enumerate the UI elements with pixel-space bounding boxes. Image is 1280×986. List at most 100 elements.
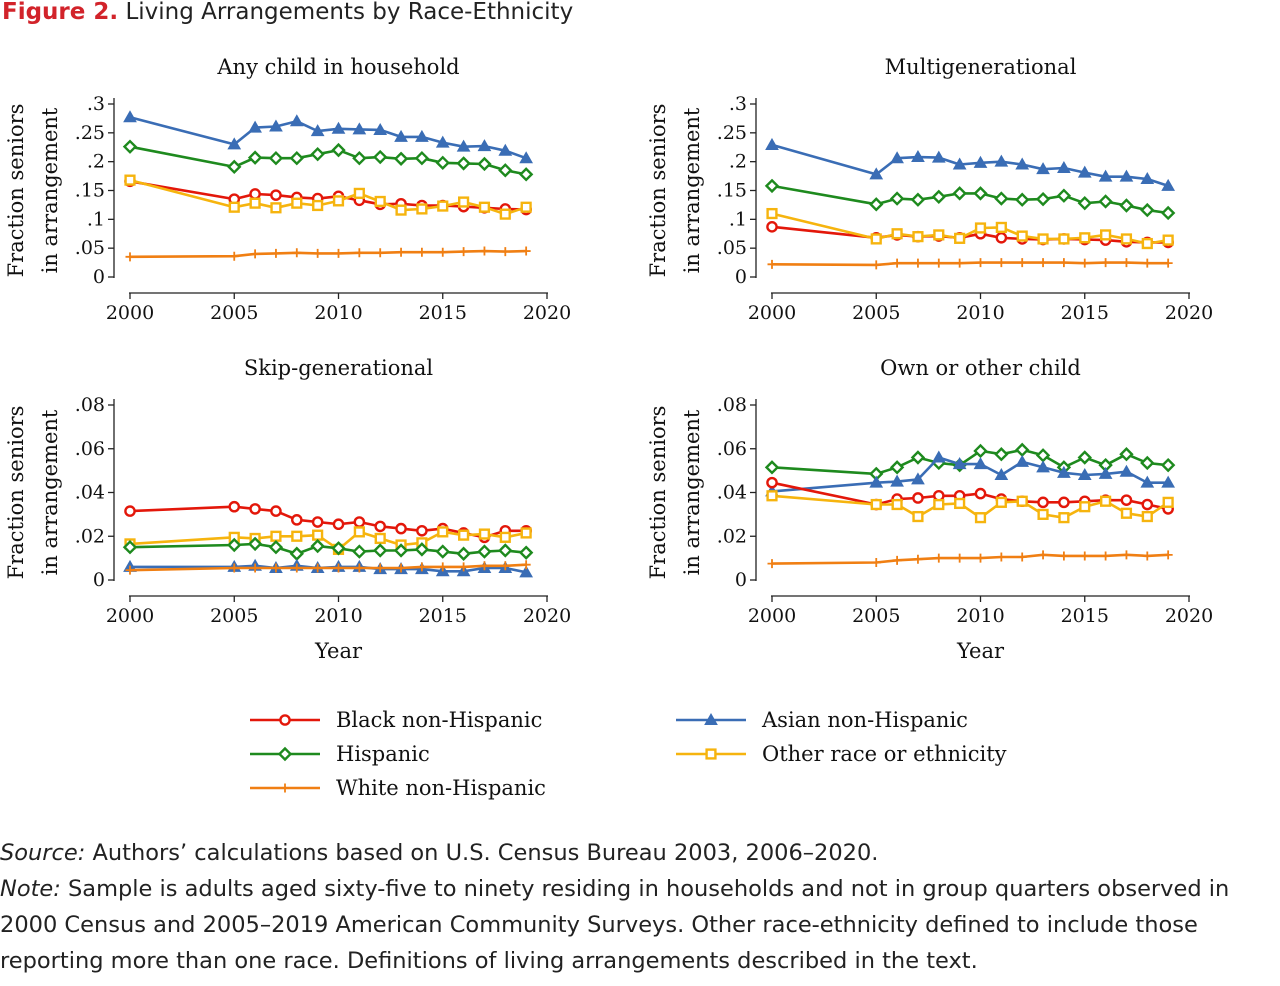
y-axis-label: Fraction seniors in arrangement [4, 104, 62, 278]
data-point-white [459, 562, 469, 572]
data-point-white [375, 248, 385, 258]
data-point-hispanic [931, 189, 946, 205]
x-tick-label: 2010 [956, 605, 1004, 627]
data-point-white [396, 563, 406, 573]
data-point-other [766, 490, 778, 502]
data-point-other [374, 195, 386, 208]
data-point-other [437, 526, 449, 538]
data-point-other [228, 201, 240, 213]
data-point-asian [456, 139, 471, 152]
series-white [125, 246, 531, 262]
data-point-white [271, 563, 281, 573]
data-point-asian [394, 129, 408, 142]
data-point-white [1101, 258, 1111, 268]
data-point-hispanic [994, 447, 1009, 462]
data-point-other [520, 527, 532, 539]
data-point-other [458, 196, 470, 208]
legend-label: White non-Hispanic [336, 776, 546, 800]
data-point-hispanic [122, 539, 138, 555]
legend-marker [277, 746, 293, 762]
data-point-other [291, 530, 303, 542]
data-point-white [521, 246, 531, 256]
data-point-white [459, 247, 469, 257]
data-point-other [332, 195, 345, 207]
series-hispanic [122, 139, 534, 182]
chart-title: Own or other child [880, 356, 1081, 380]
data-point-other [520, 201, 532, 213]
series-white [767, 258, 1173, 270]
data-point-hispanic [498, 163, 513, 178]
chart-panel-4: Own or other child 0 .02 .04 .06 .08 2000 2005 2… [646, 356, 1213, 663]
data-point-hispanic [994, 191, 1009, 206]
data-point-white [479, 246, 489, 256]
data-point-white [396, 247, 406, 257]
series-line-asian [771, 456, 1169, 493]
figure-notes: Source: Authors’ calculations based on U… [0, 835, 1280, 979]
data-point-white [1142, 551, 1152, 561]
series-line-asian [771, 143, 1169, 188]
data-point-other [353, 187, 365, 199]
data-point-hispanic [268, 151, 284, 166]
series-line-hispanic [771, 448, 1169, 476]
data-point-hispanic [310, 146, 325, 162]
data-point-white [292, 248, 302, 258]
data-point-asian [248, 120, 262, 133]
data-point-hispanic [393, 151, 409, 166]
data-point-hispanic [352, 544, 367, 559]
y-tick-label: .08 [717, 394, 747, 416]
data-point-black [124, 505, 136, 517]
legend-label: Hispanic [336, 742, 430, 766]
source-note: Source: Authors’ calculations based on U… [0, 835, 1280, 871]
data-point-hispanic [373, 149, 388, 165]
data-point-asian [890, 474, 904, 487]
data-point-white [1121, 550, 1131, 560]
data-point-hispanic [373, 543, 388, 558]
data-point-asian [1015, 454, 1030, 467]
data-point-hispanic [1119, 447, 1134, 462]
x-tick-label: 2015 [419, 605, 467, 627]
note-text: Sample is adults aged sixty-five to nine… [0, 876, 1230, 974]
data-point-asian [1098, 169, 1113, 182]
data-point-hispanic [1077, 450, 1092, 465]
chart-panel-3: Skip-generational 0 .02 .04 .06 .08 2000 2005 20… [4, 356, 571, 663]
data-point-black [416, 524, 428, 537]
y-axis-label-line: in arrangement [38, 107, 62, 273]
data-point-hispanic [764, 460, 780, 475]
series-line-black [129, 180, 527, 211]
data-point-white [438, 247, 448, 257]
data-point-asian [994, 467, 1009, 480]
figure-title-text: Living Arrangements by Race-Ethnicity [125, 0, 574, 25]
data-point-asian [931, 150, 946, 163]
data-point-white [1101, 551, 1111, 561]
data-point-other [270, 202, 282, 214]
data-point-other [1162, 496, 1174, 508]
data-point-hispanic [1015, 192, 1030, 207]
data-point-white [417, 247, 427, 257]
data-point-asian [331, 121, 346, 134]
y-tick-label: 0 [735, 569, 747, 591]
data-point-hispanic [435, 155, 450, 171]
data-point-asian [1119, 464, 1134, 477]
data-point-hispanic [1119, 198, 1134, 213]
data-point-other [995, 221, 1007, 234]
data-point-hispanic [477, 544, 492, 559]
legend-label: Asian non-Hispanic [761, 708, 968, 732]
x-tick-label: 2005 [852, 605, 900, 627]
data-point-white [1142, 258, 1152, 268]
series-line-black [771, 481, 1169, 511]
data-point-asian [373, 122, 388, 135]
data-point-asian [519, 151, 534, 164]
y-tick-label: .3 [729, 93, 747, 115]
data-point-black [974, 487, 987, 500]
y-tick-label: 0 [735, 266, 747, 288]
data-point-white [871, 558, 881, 567]
data-point-black [290, 514, 303, 526]
data-point-asian [227, 137, 242, 150]
series-white [767, 550, 1173, 569]
data-point-hispanic [1077, 195, 1092, 211]
data-point-other [312, 199, 324, 212]
data-point-asian [519, 565, 534, 578]
data-point-other [912, 231, 924, 243]
data-point-other [249, 197, 261, 209]
series-line-other [771, 494, 1169, 520]
